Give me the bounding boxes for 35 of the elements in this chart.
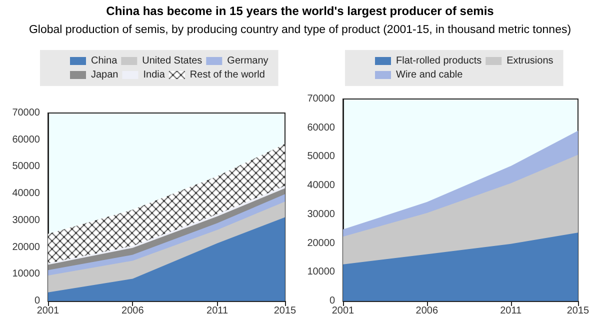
legend-label: Wire and cable: [396, 70, 464, 80]
y-tick-label: 10000: [307, 266, 336, 278]
x-tick-label: 2006: [122, 306, 144, 316]
legend-label: Rest of the world: [190, 70, 265, 80]
y-tick-label: 20000: [12, 242, 40, 253]
y-tick-label: 70000: [307, 94, 336, 104]
chart-title: China has become in 15 years the world's largest producer of semis: [105, 4, 495, 18]
legend-label: Extrusions: [506, 56, 554, 66]
x-tick-label: 2001: [36, 306, 60, 316]
y-tick-label: 30000: [12, 214, 40, 226]
x-tick-label: 2006: [416, 306, 438, 316]
x-tick-label: 2015: [566, 306, 590, 316]
x-tick-label: 2011: [206, 306, 228, 316]
y-tick-label: 10000: [12, 268, 40, 280]
y-tick-label: 20000: [307, 238, 336, 249]
y-tick-label: 50000: [307, 151, 336, 162]
y-tick-label: 0: [329, 296, 336, 306]
chart-subtitle: Global production of semis, by producing country and type of product (2001-15, in thousand metric tonnes): [28, 24, 572, 36]
y-tick-label: 60000: [12, 134, 40, 146]
legend-label: United States: [142, 56, 202, 66]
y-tick-label: 60000: [307, 122, 336, 134]
y-tick-label: 40000: [307, 180, 336, 192]
legend-label: Japan: [91, 70, 118, 80]
y-tick-label: 40000: [12, 188, 40, 200]
y-tick-label: 70000: [12, 108, 40, 118]
y-tick-label: 50000: [12, 161, 40, 172]
x-tick-label: 2015: [274, 306, 297, 316]
legend-label: China: [91, 56, 118, 66]
legend-label: Germany: [227, 56, 268, 66]
y-tick-label: 30000: [307, 208, 336, 220]
y-tick-label: 0: [34, 296, 40, 306]
x-tick-label: 2011: [500, 306, 522, 316]
legend-label: Flat-rolled products: [396, 56, 482, 66]
x-tick-label: 2001: [332, 306, 355, 316]
legend-label: India: [143, 70, 166, 80]
